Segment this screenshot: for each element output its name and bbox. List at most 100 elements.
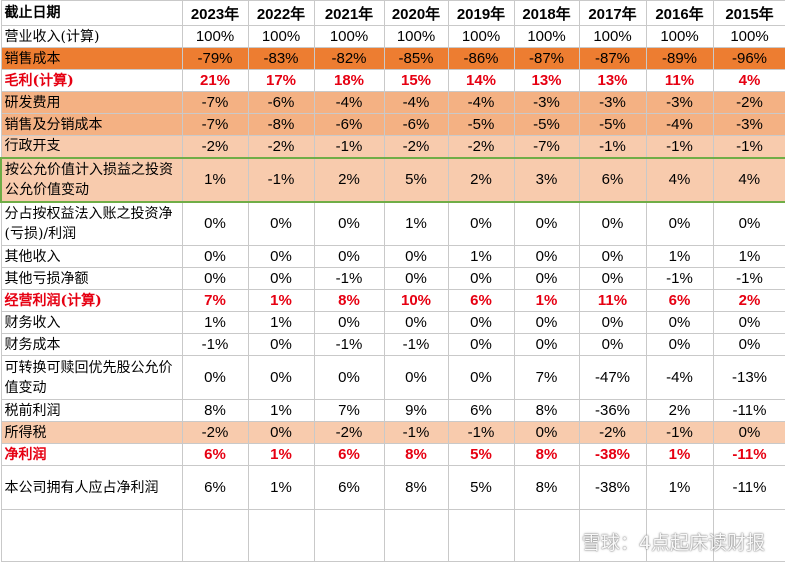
- value-cell[interactable]: -4%: [447, 91, 515, 114]
- value-cell[interactable]: 11%: [578, 289, 647, 312]
- value-cell[interactable]: 0%: [247, 355, 315, 400]
- value-cell[interactable]: 3%: [513, 156, 580, 203]
- row-label[interactable]: 行政开支: [0, 135, 183, 158]
- row-label[interactable]: 财务收入: [0, 311, 183, 334]
- value-cell[interactable]: -36%: [578, 399, 647, 422]
- value-cell[interactable]: 0%: [712, 333, 785, 356]
- value-cell[interactable]: 2%: [447, 156, 515, 203]
- value-cell[interactable]: 0%: [578, 311, 647, 334]
- value-cell[interactable]: 1%: [645, 245, 714, 268]
- value-cell[interactable]: 0%: [447, 355, 515, 400]
- value-cell[interactable]: 8%: [383, 465, 449, 510]
- value-cell[interactable]: -5%: [447, 113, 515, 136]
- value-cell[interactable]: 7%: [181, 289, 249, 312]
- value-cell[interactable]: 100%: [181, 25, 249, 48]
- row-label[interactable]: 其他亏损净额: [0, 267, 183, 290]
- value-cell[interactable]: 6%: [181, 443, 249, 466]
- row-label[interactable]: 财务成本: [0, 333, 183, 356]
- row-label[interactable]: 经营利润(计算): [0, 289, 183, 312]
- value-cell[interactable]: 1%: [181, 311, 249, 334]
- value-cell[interactable]: 0%: [513, 201, 580, 246]
- value-cell[interactable]: -1%: [712, 135, 785, 158]
- value-cell[interactable]: -82%: [313, 47, 385, 70]
- header-cell-label[interactable]: 截止日期: [0, 0, 183, 26]
- value-cell[interactable]: 1%: [247, 399, 315, 422]
- value-cell[interactable]: 7%: [313, 399, 385, 422]
- value-cell[interactable]: 5%: [383, 156, 449, 203]
- row-label[interactable]: 所得税: [0, 421, 183, 444]
- value-cell[interactable]: 1%: [247, 289, 315, 312]
- value-cell[interactable]: -6%: [383, 113, 449, 136]
- value-cell[interactable]: -2%: [313, 421, 385, 444]
- value-cell[interactable]: -38%: [578, 465, 647, 510]
- value-cell[interactable]: 15%: [383, 69, 449, 92]
- value-cell[interactable]: 0%: [181, 245, 249, 268]
- value-cell[interactable]: 0%: [383, 355, 449, 400]
- empty-cell[interactable]: [181, 509, 249, 562]
- empty-cell[interactable]: [712, 509, 785, 562]
- value-cell[interactable]: -8%: [247, 113, 315, 136]
- empty-cell[interactable]: [0, 509, 183, 562]
- value-cell[interactable]: 0%: [578, 201, 647, 246]
- value-cell[interactable]: -7%: [181, 113, 249, 136]
- value-cell[interactable]: -2%: [247, 135, 315, 158]
- value-cell[interactable]: -2%: [712, 91, 785, 114]
- value-cell[interactable]: 0%: [578, 245, 647, 268]
- value-cell[interactable]: -3%: [578, 91, 647, 114]
- value-cell[interactable]: 100%: [513, 25, 580, 48]
- empty-cell[interactable]: [383, 509, 449, 562]
- row-label[interactable]: 净利润: [0, 443, 183, 466]
- value-cell[interactable]: 1%: [181, 156, 249, 203]
- value-cell[interactable]: -1%: [383, 421, 449, 444]
- value-cell[interactable]: -7%: [181, 91, 249, 114]
- value-cell[interactable]: 10%: [383, 289, 449, 312]
- value-cell[interactable]: 0%: [383, 245, 449, 268]
- value-cell[interactable]: 1%: [247, 311, 315, 334]
- value-cell[interactable]: 4%: [645, 156, 714, 203]
- value-cell[interactable]: 100%: [247, 25, 315, 48]
- value-cell[interactable]: 0%: [181, 267, 249, 290]
- value-cell[interactable]: 9%: [383, 399, 449, 422]
- value-cell[interactable]: 4%: [712, 156, 785, 203]
- value-cell[interactable]: 2%: [313, 156, 385, 203]
- header-cell-2015[interactable]: 2015年: [712, 0, 785, 26]
- value-cell[interactable]: 6%: [447, 399, 515, 422]
- header-cell-2019[interactable]: 2019年: [447, 0, 515, 26]
- value-cell[interactable]: 1%: [712, 245, 785, 268]
- value-cell[interactable]: -87%: [513, 47, 580, 70]
- value-cell[interactable]: -1%: [645, 135, 714, 158]
- value-cell[interactable]: -1%: [181, 333, 249, 356]
- value-cell[interactable]: 1%: [247, 443, 315, 466]
- value-cell[interactable]: 11%: [645, 69, 714, 92]
- value-cell[interactable]: 4%: [712, 69, 785, 92]
- value-cell[interactable]: -1%: [383, 333, 449, 356]
- value-cell[interactable]: -2%: [181, 421, 249, 444]
- empty-cell[interactable]: [645, 509, 714, 562]
- value-cell[interactable]: 2%: [712, 289, 785, 312]
- value-cell[interactable]: -1%: [447, 421, 515, 444]
- row-label[interactable]: 营业收入(计算): [0, 25, 183, 48]
- row-label[interactable]: 其他收入: [0, 245, 183, 268]
- value-cell[interactable]: 5%: [447, 443, 515, 466]
- header-cell-2023[interactable]: 2023年: [181, 0, 249, 26]
- value-cell[interactable]: 0%: [513, 245, 580, 268]
- value-cell[interactable]: 6%: [313, 465, 385, 510]
- row-label[interactable]: 可转换可赎回优先股公允价值变动: [0, 355, 183, 400]
- value-cell[interactable]: -89%: [645, 47, 714, 70]
- value-cell[interactable]: -4%: [313, 91, 385, 114]
- value-cell[interactable]: -4%: [383, 91, 449, 114]
- value-cell[interactable]: 0%: [513, 311, 580, 334]
- value-cell[interactable]: 0%: [447, 267, 515, 290]
- value-cell[interactable]: 6%: [645, 289, 714, 312]
- value-cell[interactable]: 0%: [313, 311, 385, 334]
- value-cell[interactable]: -83%: [247, 47, 315, 70]
- value-cell[interactable]: 0%: [247, 245, 315, 268]
- value-cell[interactable]: -11%: [712, 399, 785, 422]
- value-cell[interactable]: -1%: [578, 135, 647, 158]
- value-cell[interactable]: 0%: [513, 333, 580, 356]
- value-cell[interactable]: 1%: [513, 289, 580, 312]
- value-cell[interactable]: 1%: [645, 443, 714, 466]
- value-cell[interactable]: -87%: [578, 47, 647, 70]
- value-cell[interactable]: 8%: [383, 443, 449, 466]
- value-cell[interactable]: 0%: [513, 267, 580, 290]
